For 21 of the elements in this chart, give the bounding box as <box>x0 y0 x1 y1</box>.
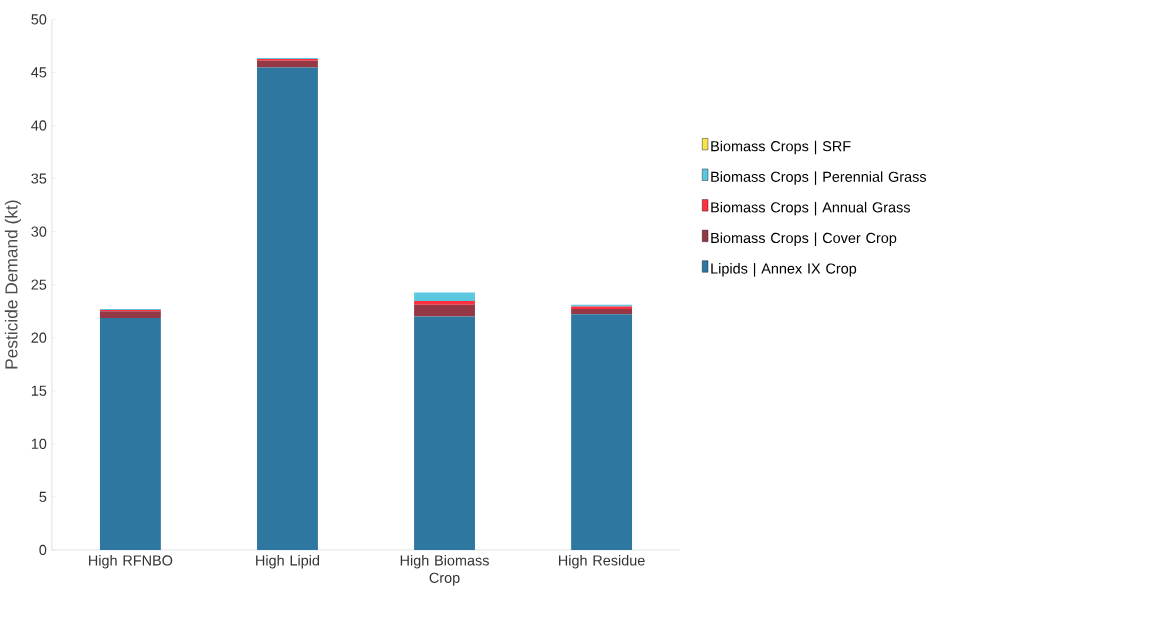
legend-label: Biomass Crops | SRF <box>711 140 851 155</box>
y-axis-title: Pesticide Demand (kt) <box>4 200 21 369</box>
y-tick-label: 0 <box>39 545 47 556</box>
y-tick-label: 25 <box>31 279 47 290</box>
x-tick-label: High Biomass Crop <box>400 555 489 586</box>
x-tick-label: High Lipid <box>256 555 320 569</box>
legend-label: Lipids | Annex IX Crop <box>711 263 857 277</box>
y-tick-label: 40 <box>31 120 47 131</box>
y-tick-label: 10 <box>31 438 47 450</box>
x-tick-label: High RFNBO <box>89 555 173 569</box>
legend-label: Biomass Crops | Cover Crop <box>711 232 897 247</box>
y-tick-label: 50 <box>31 14 47 25</box>
x-tick-label: High Residue <box>559 555 645 569</box>
y-tick-label: 35 <box>31 173 47 184</box>
y-tick-label: 30 <box>31 226 47 237</box>
y-tick-label: 45 <box>31 67 47 78</box>
y-tick-label: 5 <box>39 492 47 503</box>
legend-label: Biomass Crops | Perennial Grass <box>711 171 927 186</box>
y-tick-label: 15 <box>31 385 47 396</box>
y-tick-label: 20 <box>31 332 47 344</box>
legend-label: Biomass Crops | Annual Grass <box>711 202 910 216</box>
